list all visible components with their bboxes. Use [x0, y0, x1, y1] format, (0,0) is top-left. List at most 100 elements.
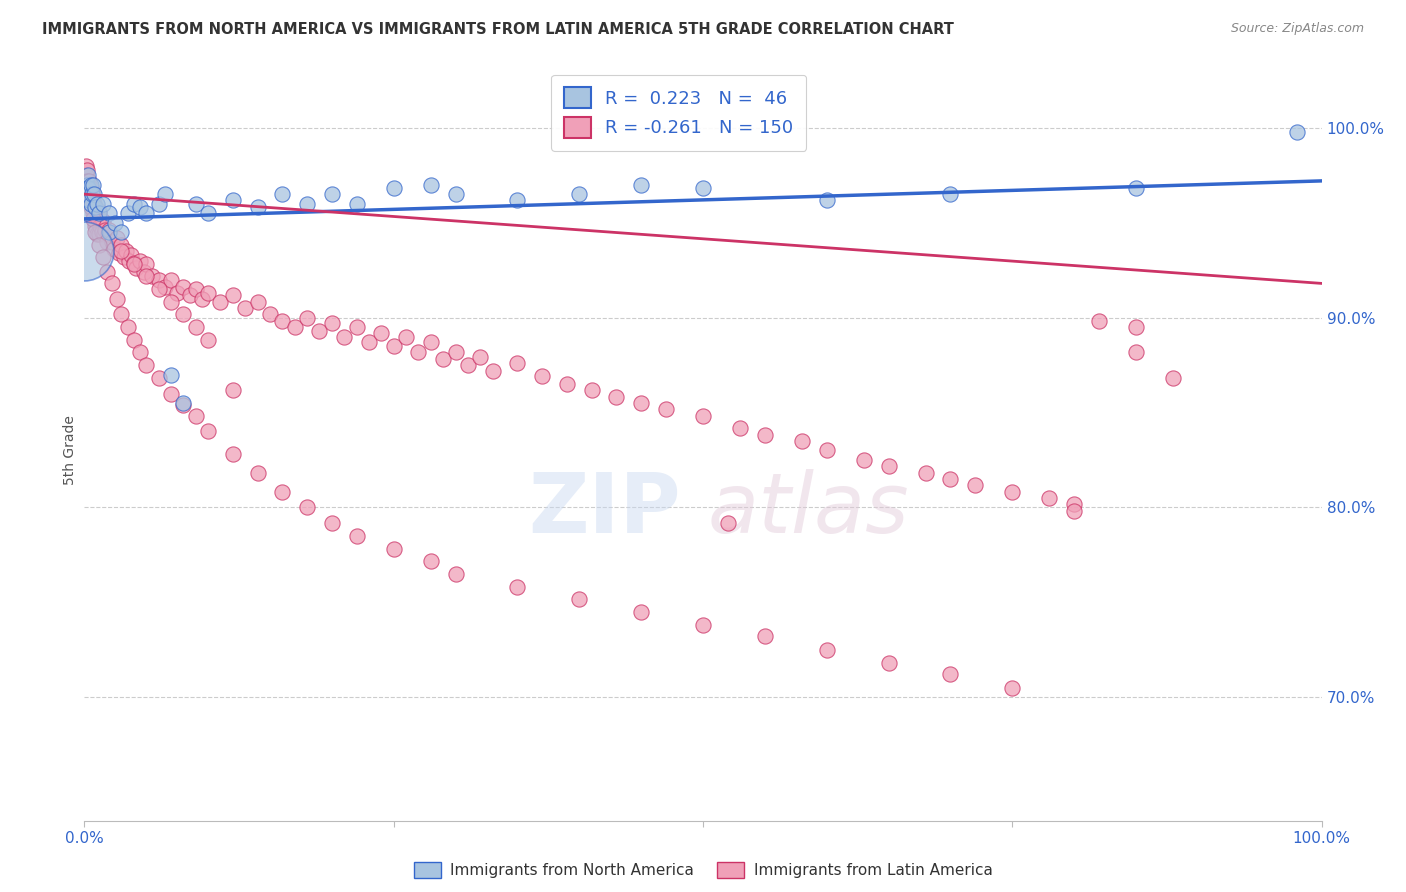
Point — [80, 186, 103, 200]
Text: IMMIGRANTS FROM NORTH AMERICA VS IMMIGRANTS FROM LATIN AMERICA 5TH GRADE CORRELA: IMMIGRANTS FROM NORTH AMERICA VS IMMIGRA… — [42, 22, 955, 37]
Point — [939, 667, 962, 681]
Point — [117, 320, 139, 334]
Legend: Immigrants from North America, Immigrants from Latin America: Immigrants from North America, Immigrant… — [408, 856, 998, 884]
Point — [877, 656, 900, 670]
Point — [1125, 320, 1147, 334]
Point — [531, 369, 554, 384]
Point — [153, 187, 176, 202]
Point — [457, 358, 479, 372]
Point — [630, 178, 652, 192]
Point — [172, 396, 194, 410]
Point — [97, 227, 120, 241]
Point — [346, 529, 368, 543]
Point — [717, 516, 740, 530]
Point — [295, 500, 318, 515]
Point — [308, 324, 330, 338]
Point — [321, 187, 343, 202]
Point — [79, 178, 101, 192]
Point — [655, 401, 678, 416]
Point — [852, 453, 875, 467]
Point — [82, 178, 104, 192]
Point — [105, 231, 128, 245]
Point — [129, 201, 152, 215]
Point — [79, 187, 101, 202]
Point — [84, 201, 107, 215]
Point — [382, 542, 405, 557]
Point — [1063, 504, 1085, 518]
Point — [568, 591, 591, 606]
Point — [80, 187, 103, 202]
Point — [148, 196, 170, 211]
Point — [148, 282, 170, 296]
Point — [82, 206, 104, 220]
Point — [295, 196, 318, 211]
Point — [83, 211, 105, 226]
Point — [84, 219, 107, 234]
Point — [815, 443, 838, 458]
Point — [233, 301, 256, 315]
Point — [73, 244, 96, 259]
Point — [84, 225, 107, 239]
Point — [419, 178, 441, 192]
Point — [197, 206, 219, 220]
Legend: R =  0.223   N =  46, R = -0.261   N = 150: R = 0.223 N = 46, R = -0.261 N = 150 — [551, 75, 806, 151]
Point — [506, 580, 529, 594]
Text: ZIP: ZIP — [527, 469, 681, 550]
Point — [129, 344, 152, 359]
Point — [1161, 371, 1184, 385]
Point — [82, 211, 104, 226]
Point — [605, 390, 627, 404]
Point — [135, 257, 157, 271]
Point — [83, 187, 105, 202]
Point — [77, 187, 100, 202]
Point — [184, 409, 207, 424]
Point — [84, 201, 107, 215]
Point — [96, 265, 118, 279]
Point — [96, 235, 118, 249]
Point — [184, 282, 207, 296]
Point — [117, 206, 139, 220]
Point — [93, 227, 115, 241]
Point — [89, 204, 111, 219]
Point — [382, 339, 405, 353]
Point — [122, 257, 145, 271]
Point — [357, 335, 380, 350]
Point — [148, 272, 170, 286]
Point — [222, 193, 245, 207]
Point — [395, 329, 418, 343]
Point — [630, 396, 652, 410]
Point — [408, 344, 430, 359]
Text: Source: ZipAtlas.com: Source: ZipAtlas.com — [1230, 22, 1364, 36]
Point — [108, 246, 131, 260]
Point — [125, 261, 148, 276]
Point — [135, 268, 157, 283]
Point — [77, 181, 100, 195]
Point — [98, 206, 121, 220]
Point — [160, 295, 183, 310]
Point — [246, 201, 269, 215]
Point — [1001, 485, 1024, 500]
Point — [939, 187, 962, 202]
Point — [754, 428, 776, 442]
Point — [1125, 181, 1147, 195]
Point — [110, 244, 132, 259]
Point — [333, 329, 356, 343]
Point — [815, 642, 838, 657]
Point — [370, 326, 392, 340]
Point — [94, 223, 117, 237]
Point — [90, 225, 112, 239]
Point — [76, 187, 98, 202]
Point — [321, 516, 343, 530]
Point — [115, 244, 138, 259]
Point — [118, 253, 141, 268]
Point — [100, 235, 122, 249]
Point — [172, 280, 194, 294]
Point — [419, 335, 441, 350]
Point — [790, 434, 813, 448]
Point — [160, 386, 183, 401]
Point — [630, 605, 652, 619]
Point — [77, 178, 100, 192]
Point — [105, 292, 128, 306]
Point — [222, 287, 245, 301]
Point — [80, 201, 103, 215]
